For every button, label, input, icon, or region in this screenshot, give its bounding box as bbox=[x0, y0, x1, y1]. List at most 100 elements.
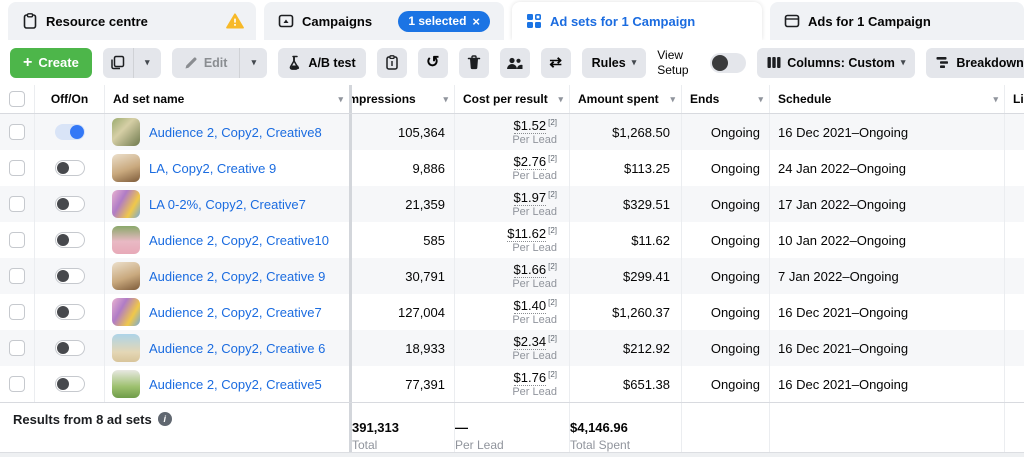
sort-icon[interactable]: ▾ bbox=[670, 93, 675, 104]
ends-value: Ongoing bbox=[710, 340, 760, 356]
sort-icon[interactable]: ▾ bbox=[443, 93, 448, 104]
adset-name-link[interactable]: Audience 2, Copy2, Creative 9 bbox=[149, 268, 326, 284]
tab-campaigns[interactable]: Campaigns 1 selected × bbox=[264, 2, 504, 40]
cost-value[interactable]: $11.62 bbox=[507, 226, 547, 242]
adset-name-link[interactable]: LA, Copy2, Creative 9 bbox=[149, 160, 277, 176]
undo-icon: ↺ bbox=[425, 53, 440, 71]
sort-icon[interactable]: ▾ bbox=[993, 93, 998, 104]
duplicate-button[interactable] bbox=[102, 47, 133, 78]
adset-toggle[interactable] bbox=[54, 196, 85, 212]
row-checkbox[interactable] bbox=[9, 196, 25, 212]
adset-toggle[interactable] bbox=[54, 340, 85, 356]
grid-icon bbox=[526, 13, 542, 29]
tab-ad-sets[interactable]: Ad sets for 1 Campaign bbox=[512, 2, 762, 40]
ends-value: Ongoing bbox=[710, 232, 760, 248]
audiences-button[interactable] bbox=[499, 47, 530, 78]
cost-value[interactable]: $1.76 bbox=[513, 370, 547, 386]
delete-button[interactable] bbox=[458, 47, 489, 78]
spent-value: $651.38 bbox=[623, 376, 670, 392]
adset-name-link[interactable]: Audience 2, Copy2, Creative7 bbox=[149, 304, 322, 320]
duplicate-menu-button[interactable]: ▾ bbox=[132, 47, 161, 78]
adset-toggle[interactable] bbox=[54, 376, 85, 392]
adset-thumbnail bbox=[112, 334, 140, 362]
sort-icon[interactable]: ▾ bbox=[338, 93, 343, 104]
column-header-schedule[interactable]: Schedule ▾ bbox=[770, 85, 1005, 113]
edit-menu-button[interactable]: ▾ bbox=[239, 47, 268, 78]
row-checkbox[interactable] bbox=[9, 376, 25, 392]
ab-test-button[interactable]: A/B test bbox=[278, 47, 366, 78]
column-header-ends[interactable]: Ends ▾ bbox=[682, 85, 770, 113]
info-icon[interactable]: i bbox=[157, 412, 172, 426]
adset-toggle[interactable] bbox=[54, 304, 85, 320]
adset-name-link[interactable]: Audience 2, Copy2, Creative8 bbox=[149, 124, 322, 140]
columns-button[interactable]: Columns: Custom ▾ bbox=[757, 47, 916, 78]
compare-button[interactable]: ⇄ bbox=[540, 47, 571, 78]
row-checkbox[interactable] bbox=[9, 268, 25, 284]
adset-toggle[interactable] bbox=[54, 160, 85, 176]
cost-unit: Per Lead bbox=[512, 170, 557, 182]
adset-toggle[interactable] bbox=[54, 124, 85, 140]
column-header-cost[interactable]: Cost per result ▾ bbox=[455, 85, 570, 113]
duplicate-icon bbox=[110, 55, 125, 70]
row-checkbox[interactable] bbox=[9, 232, 25, 248]
cost-total: — bbox=[455, 420, 468, 435]
folder-icon bbox=[278, 13, 294, 29]
toggle-knob bbox=[69, 125, 84, 139]
pencil-icon bbox=[184, 56, 198, 70]
rules-button[interactable]: Rules ▾ bbox=[581, 47, 647, 78]
cost-value[interactable]: $1.40 bbox=[513, 298, 547, 314]
cost-unit: Per Lead bbox=[512, 134, 557, 146]
schedule-value: 16 Dec 2021–Ongoing bbox=[778, 376, 909, 392]
duplicate-button-group: ▾ bbox=[102, 47, 161, 78]
view-setup-toggle[interactable] bbox=[710, 52, 747, 73]
create-button[interactable]: + Create bbox=[10, 47, 92, 78]
cost-value[interactable]: $1.66 bbox=[513, 262, 547, 278]
row-checkbox[interactable] bbox=[9, 304, 25, 320]
undo-button[interactable]: ↺ bbox=[417, 47, 448, 78]
row-checkbox[interactable] bbox=[9, 160, 25, 176]
adset-name-link[interactable]: Audience 2, Copy2, Creative 6 bbox=[149, 340, 326, 356]
adset-toggle[interactable] bbox=[54, 268, 85, 284]
adset-name-link[interactable]: Audience 2, Copy2, Creative5 bbox=[149, 376, 322, 392]
impressions-value: 585 bbox=[423, 232, 445, 248]
spent-value: $212.92 bbox=[623, 340, 670, 356]
columns-icon bbox=[767, 56, 781, 69]
clipboard-icon bbox=[22, 13, 38, 29]
create-button-label: Create bbox=[38, 55, 79, 70]
pin-button[interactable] bbox=[376, 47, 407, 78]
impressions-value: 9,886 bbox=[412, 160, 445, 176]
sort-icon[interactable]: ▾ bbox=[758, 93, 763, 104]
toggle-knob bbox=[712, 54, 729, 71]
column-header-link[interactable]: Lin bbox=[1013, 92, 1024, 106]
adset-name-link[interactable]: Audience 2, Copy2, Creative10 bbox=[149, 232, 329, 248]
horizontal-scrollbar-track[interactable] bbox=[0, 452, 1024, 457]
cost-value[interactable]: $1.97 bbox=[513, 190, 547, 206]
tab-resource-centre[interactable]: Resource centre bbox=[8, 2, 256, 40]
tab-ads[interactable]: Ads for 1 Campaign bbox=[770, 2, 1024, 40]
breakdown-button[interactable]: Breakdown ▾ bbox=[926, 47, 1024, 78]
spent-value: $299.41 bbox=[623, 268, 670, 284]
cost-value[interactable]: $1.52 bbox=[513, 118, 547, 134]
row-checkbox[interactable] bbox=[9, 124, 25, 140]
tab-bar: Resource centre Campaigns 1 selected × A… bbox=[0, 0, 1024, 40]
adset-toggle[interactable] bbox=[54, 232, 85, 248]
sort-icon[interactable]: ▾ bbox=[558, 93, 563, 104]
adset-thumbnail bbox=[112, 370, 140, 398]
row-checkbox[interactable] bbox=[9, 340, 25, 356]
impressions-value: 30,791 bbox=[405, 268, 445, 284]
schedule-value: 17 Jan 2022–Ongoing bbox=[778, 196, 906, 212]
table-footer: Results from 8 ad sets i 391,313 Total — P… bbox=[0, 402, 1024, 452]
column-header-name[interactable]: Ad set name ▾ bbox=[105, 85, 352, 113]
column-header-impressions[interactable]: Impressions ▾ bbox=[352, 85, 455, 113]
clear-selection-icon[interactable]: × bbox=[472, 13, 480, 29]
edit-button-group: Edit ▾ bbox=[171, 47, 268, 78]
edit-button[interactable]: Edit bbox=[171, 47, 240, 78]
column-header-spent[interactable]: Amount spent ▾ bbox=[570, 85, 682, 113]
adset-name-link[interactable]: LA 0-2%, Copy2, Creative7 bbox=[149, 196, 306, 212]
toggle-knob bbox=[56, 305, 69, 318]
toggle-knob bbox=[56, 233, 69, 246]
results-summary: Results from 8 ad sets bbox=[13, 412, 152, 427]
select-all-checkbox[interactable] bbox=[9, 91, 25, 107]
cost-value[interactable]: $2.76 bbox=[513, 154, 547, 170]
cost-value[interactable]: $2.34 bbox=[513, 334, 547, 350]
